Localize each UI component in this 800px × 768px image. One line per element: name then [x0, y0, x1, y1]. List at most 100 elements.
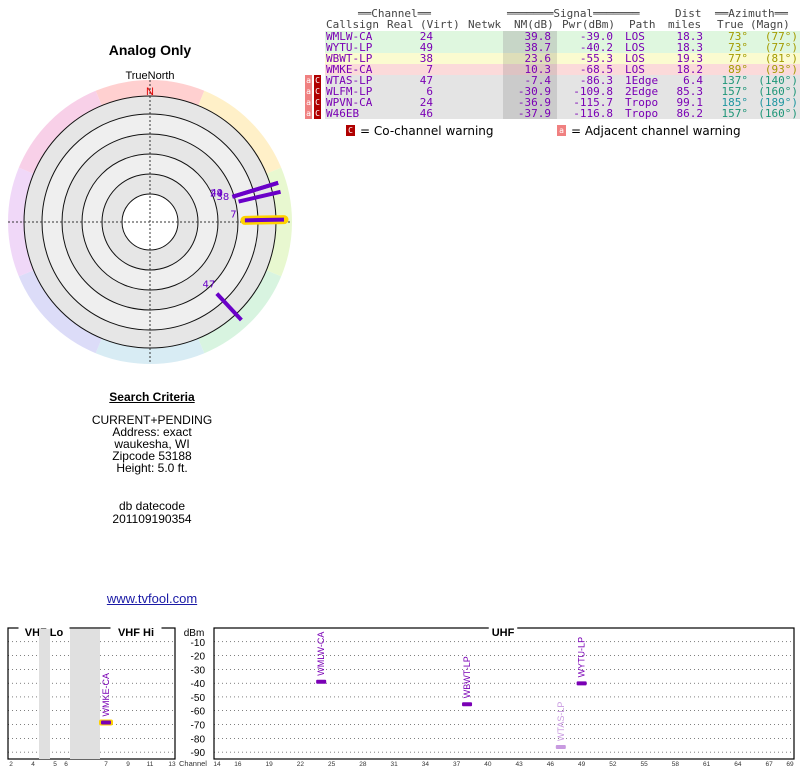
uhf-label-bg — [488, 627, 518, 639]
station-row[interactable]: W46EB 46 -37.9 -116.8 Tropo 86.2 157° (160°) a C — [305, 107, 800, 120]
station-azimuth-magn: (77°) — [764, 30, 798, 43]
station-path: Tropo — [625, 96, 659, 109]
station-power: -39.0 — [579, 30, 613, 43]
station-path: LOS — [625, 30, 645, 43]
dbm-axis-label: dBm — [184, 628, 205, 639]
magn-header: (Magn) — [750, 18, 790, 31]
station-azimuth-magn: (189°) — [758, 96, 798, 109]
channel-tick-label: 19 — [265, 761, 273, 768]
station-bearing-line — [238, 189, 282, 204]
cochannel-warning-icon: C — [314, 86, 321, 97]
nm-cell-bg — [503, 108, 557, 119]
nm-cell-bg — [503, 97, 557, 108]
station-azimuth-true: 185° — [721, 96, 749, 109]
station-nm: 10.3 — [524, 63, 552, 76]
dist-header: Dist — [675, 7, 702, 20]
station-power: -55.3 — [579, 52, 613, 65]
station-bearing-label: 7 — [230, 209, 236, 220]
nm-header: NM(dB) — [514, 18, 554, 31]
station-nm: 39.8 — [524, 30, 552, 43]
station-row[interactable]: WBWT-LP 38 23.6 -55.3 LOS 19.3 77° (81°) — [325, 52, 800, 65]
station-row[interactable]: WMLW-CA 24 39.8 -39.0 LOS 18.3 73° (77°) — [325, 30, 800, 43]
station-azimuth-true: 73° — [728, 41, 748, 54]
station-callsign: WPVN-CA — [326, 96, 373, 109]
station-nm: -36.9 — [517, 96, 551, 109]
dbm-tick-label: -50 — [191, 693, 206, 704]
adjacent-legend-icon: a — [557, 125, 566, 136]
nm-cell-bg — [503, 31, 557, 42]
criteria-line: Zipcode 53188 — [112, 449, 192, 463]
channel-tick-label: 64 — [734, 761, 742, 768]
station-real-channel: 6 — [426, 85, 433, 98]
station-callsign: WTAS-LP — [326, 74, 373, 87]
station-nm: 38.7 — [524, 41, 552, 54]
criteria-line: waukesha, WI — [114, 437, 190, 451]
true-north-label: TrueNorth — [125, 70, 175, 82]
station-bearing-label: 38 — [216, 192, 229, 203]
station-distance: 18.3 — [676, 30, 704, 43]
station-mark — [462, 702, 473, 707]
station-mark — [555, 745, 566, 750]
criteria-line: Address: exact — [112, 425, 192, 439]
station-mark-label: WMKE-CA — [101, 673, 111, 717]
station-row[interactable]: WTAS-LP 47 -7.4 -86.3 1Edge 6.4 137° (140°) a C — [305, 74, 800, 87]
station-row[interactable]: WPVN-CA 24 -36.9 -115.7 Tropo 99.1 185° (189°) a… — [305, 96, 800, 109]
station-azimuth-true: 77° — [728, 52, 748, 65]
azimuth-group-header: ══Azimuth══ — [715, 7, 788, 20]
dbm-tick-label: -30 — [191, 665, 206, 676]
nm-cell-bg — [503, 42, 557, 53]
station-bearing-line — [215, 292, 243, 322]
dbm-tick-label: -60 — [191, 707, 206, 718]
gray-band — [70, 629, 100, 759]
station-callsign: WBWT-LP — [326, 52, 373, 65]
station-real-channel: 49 — [419, 41, 433, 54]
cochannel-legend-text: = Co-channel warning — [360, 124, 494, 138]
netwk-header: Netwk — [468, 18, 502, 31]
station-azimuth-magn: (81°) — [764, 52, 798, 65]
station-real-channel: 46 — [419, 107, 433, 120]
uhf-frame — [213, 627, 795, 760]
cochannel-warning-icon: C — [314, 108, 321, 119]
station-nm: -30.9 — [517, 85, 551, 98]
station-row[interactable]: WYTU-LP 49 38.7 -40.2 LOS 18.3 73° (77°) — [325, 41, 800, 54]
station-distance: 6.4 — [683, 74, 703, 87]
channel-tick-label: 31 — [390, 761, 398, 768]
dbm-tick-label: -10 — [191, 638, 206, 649]
station-distance: 85.3 — [676, 85, 704, 98]
vhf-hi-label-bg — [110, 627, 162, 639]
channel-tick-label: 22 — [297, 761, 305, 768]
virt-header: (Virt) — [420, 18, 460, 31]
station-mark-label: WMLW-CA — [316, 632, 326, 676]
channel-tick-label: 4 — [31, 761, 35, 768]
station-azimuth-magn: (77°) — [764, 41, 798, 54]
channel-tick-label: 67 — [766, 761, 774, 768]
station-row[interactable]: WLFM-LP 6 -30.9 -109.8 2Edge 85.3 157° (160°) a C — [305, 85, 800, 98]
channel-tick-label: 61 — [703, 761, 711, 768]
station-power: -109.8 — [573, 85, 613, 98]
db-datecode-value: 201109190354 — [112, 512, 192, 526]
dbm-tick-label: -20 — [191, 652, 206, 663]
station-azimuth-true: 157° — [721, 85, 749, 98]
station-distance: 19.3 — [676, 52, 704, 65]
station-nm: 23.6 — [524, 52, 552, 65]
cochannel-warning-icon: C — [314, 97, 321, 108]
station-distance: 18.3 — [676, 41, 704, 54]
nm-cell-bg — [503, 53, 557, 64]
gray-band — [39, 629, 50, 759]
real-header: Real — [387, 18, 414, 31]
adjacent-warning-icon: a — [305, 97, 312, 108]
station-bearing-line — [232, 180, 279, 199]
channel-tick-label: 40 — [484, 761, 492, 768]
station-distance: 18.2 — [676, 63, 704, 76]
channel-tick-label: 46 — [547, 761, 555, 768]
channel-tick-label: 52 — [609, 761, 617, 768]
station-azimuth-magn: (93°) — [764, 63, 798, 76]
station-azimuth-true: 157° — [721, 107, 749, 120]
station-nm: -37.9 — [517, 107, 551, 120]
station-callsign: WYTU-LP — [326, 41, 373, 54]
pwr-header: Pwr(dBm) — [562, 18, 615, 31]
tvfool-link[interactable]: www.tvfool.com — [106, 591, 198, 606]
adjacent-warning-icon: a — [305, 75, 312, 86]
station-row[interactable]: WMKE-CA 7 10.3 -68.5 LOS 18.2 89° (93°) — [325, 63, 800, 76]
